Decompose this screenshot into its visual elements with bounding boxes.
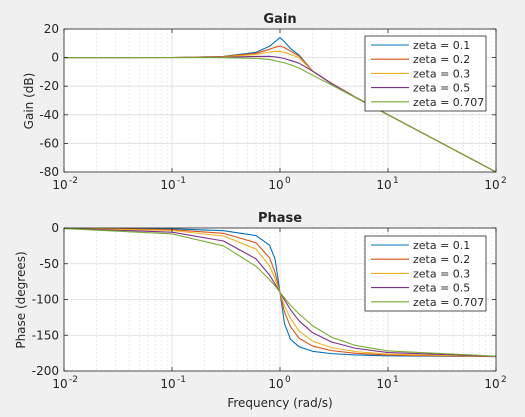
phase-y-tick-label: -200 <box>32 364 59 378</box>
phase-x-tick-label: 10 <box>376 377 391 391</box>
gain-legend-label: zeta = 0.2 <box>413 53 470 66</box>
phase-x-tick-exponent: -2 <box>69 375 78 385</box>
gain-title: Gain <box>263 12 296 27</box>
gain-x-tick-exponent: 1 <box>393 176 399 186</box>
phase-y-tick-labels: -200 -150 -100 -50 0 <box>32 221 59 378</box>
gain-y-tick-label: -80 <box>39 165 59 179</box>
phase-series-line-4 <box>64 228 496 357</box>
phase-y-tick-label: -150 <box>32 328 59 342</box>
gain-x-tick-exponent: 2 <box>501 176 507 186</box>
phase-x-tick-label: 10 <box>268 377 283 391</box>
phase-x-tick-exponent: 2 <box>501 375 507 385</box>
phase-y-axis-label: Phase (degrees) <box>14 251 28 348</box>
phase-x-tick-label: 10 <box>160 377 175 391</box>
phase-legend-label: zeta = 0.1 <box>413 239 470 252</box>
gain-series-lines <box>64 37 496 172</box>
phase-legend-label: zeta = 0.707 <box>413 296 484 309</box>
phase-series-line-2 <box>64 228 496 358</box>
gain-y-tick-label: -40 <box>39 108 59 122</box>
gain-x-tick-label: 10 <box>160 178 175 192</box>
gain-x-tick-label: 10 <box>52 178 67 192</box>
gain-x-tick-labels: 10 -2 10 -1 10 0 10 1 10 2 <box>52 176 506 192</box>
phase-title: Phase <box>258 211 302 226</box>
phase-legend-label: zeta = 0.2 <box>413 253 470 266</box>
phase-legend-box <box>364 235 487 312</box>
phase-tick-marks <box>63 227 497 372</box>
gain-y-axis-label: Gain (dB) <box>22 73 36 130</box>
gain-legend-label: zeta = 0.707 <box>413 96 484 109</box>
phase-series-lines <box>64 228 496 358</box>
phase-x-axis-label: Frequency (rad/s) <box>227 396 332 410</box>
gain-legend-label: zeta = 0.5 <box>413 82 470 95</box>
gain-y-tick-label: 20 <box>44 22 59 36</box>
gain-y-tick-labels: -80 -60 -40 -20 0 20 <box>39 22 59 179</box>
phase-plot: -200-150-100-500 10 -2 10 -1 10 0 10 1 10 2 Phase… <box>14 211 507 410</box>
phase-x-tick-exponent: 1 <box>393 375 399 385</box>
phase-legend-label: zeta = 0.5 <box>413 282 470 295</box>
gain-x-tick-exponent: 0 <box>285 176 291 186</box>
phase-x-tick-label: 10 <box>52 377 67 391</box>
phase-x-tick-exponent: 0 <box>285 375 291 385</box>
phase-series-line-0 <box>64 228 496 358</box>
gain-y-tick-label: -20 <box>39 79 59 93</box>
gain-y-tick-label: -60 <box>39 136 59 150</box>
phase-series-line-1 <box>64 228 496 358</box>
gain-legend-label: zeta = 0.3 <box>413 67 470 80</box>
gain-x-tick-label: 10 <box>376 178 391 192</box>
phase-y-tick-label: -100 <box>32 293 59 307</box>
phase-x-tick-labels: 10 -2 10 -1 10 0 10 1 10 2 <box>52 375 506 391</box>
gain-series-line-4 <box>64 57 496 172</box>
phase-legend-label: zeta = 0.3 <box>413 267 470 280</box>
gain-x-tick-exponent: -1 <box>177 176 186 186</box>
gain-x-tick-label: 10 <box>268 178 283 192</box>
phase-y-tick-label: -50 <box>39 257 59 271</box>
gain-x-tick-exponent: -2 <box>69 176 78 186</box>
phase-series-line-3 <box>64 228 496 357</box>
gain-tick-marks <box>63 28 497 173</box>
gain-x-tick-label: 10 <box>484 178 499 192</box>
gain-legend-label: zeta = 0.1 <box>413 39 470 52</box>
phase-x-tick-exponent: -1 <box>177 375 186 385</box>
phase-y-tick-label: 0 <box>51 221 59 235</box>
gain-y-tick-label: 0 <box>51 51 59 65</box>
phase-x-tick-label: 10 <box>484 377 499 391</box>
